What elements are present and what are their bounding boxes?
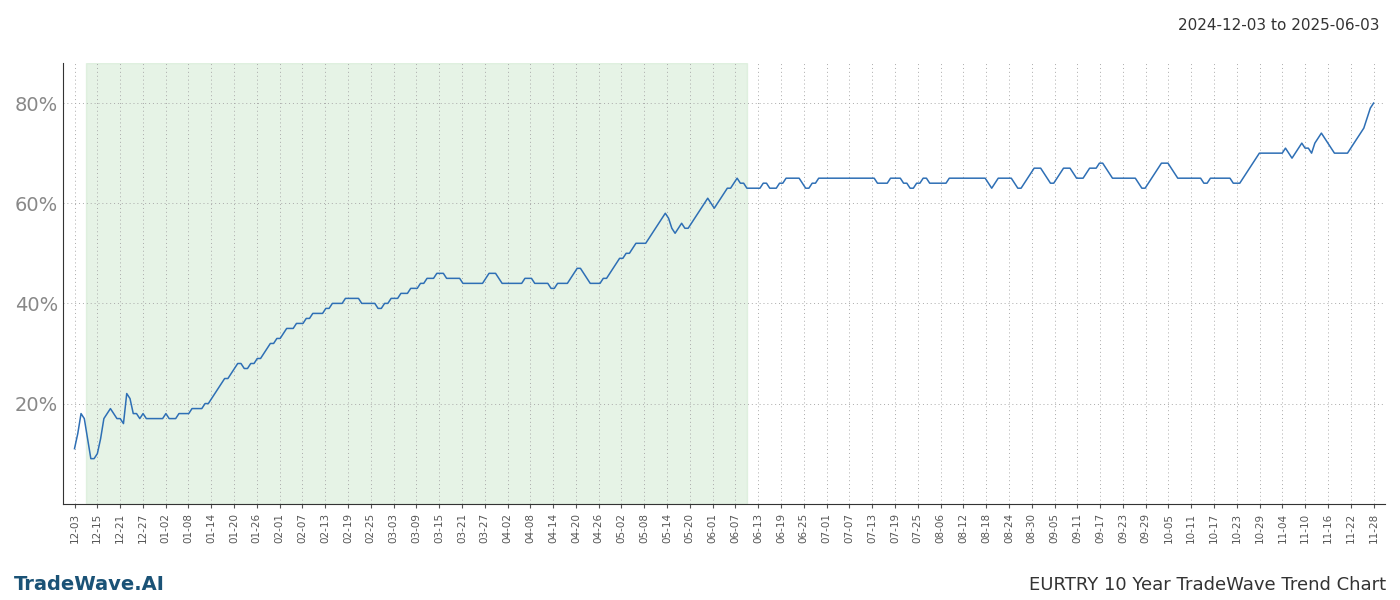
Bar bbox=[85, 63, 746, 504]
Text: 2024-12-03 to 2025-06-03: 2024-12-03 to 2025-06-03 bbox=[1177, 18, 1379, 33]
Text: TradeWave.AI: TradeWave.AI bbox=[14, 575, 165, 594]
Text: EURTRY 10 Year TradeWave Trend Chart: EURTRY 10 Year TradeWave Trend Chart bbox=[1029, 576, 1386, 594]
